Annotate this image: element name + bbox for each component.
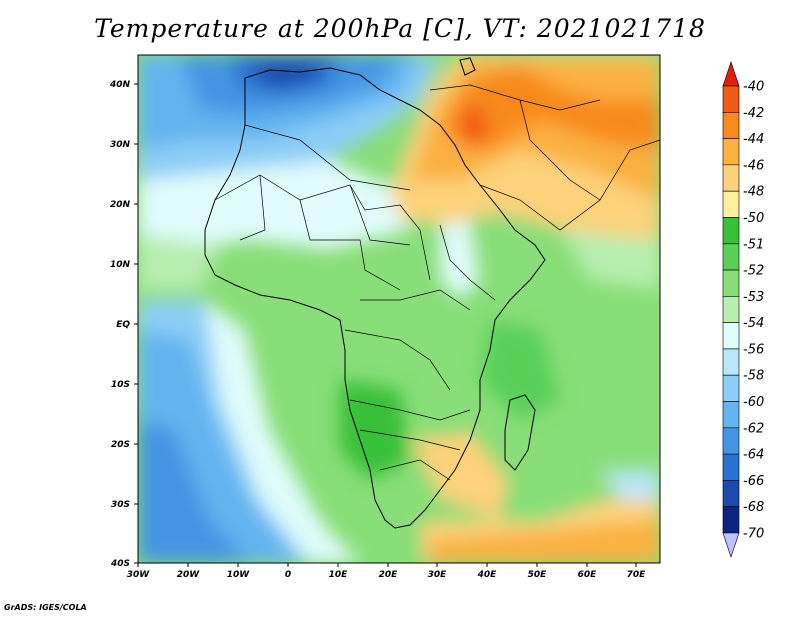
grads-credit: GrADS: IGES/COLA bbox=[4, 603, 87, 612]
colorbar-label: -64 bbox=[743, 448, 764, 463]
lat-label-30n: 30N bbox=[110, 140, 131, 150]
colorbar-label: -70 bbox=[743, 527, 764, 542]
country-borders bbox=[214, 84, 660, 481]
colorbar-segment bbox=[722, 374, 740, 402]
colorbar-label: -52 bbox=[743, 264, 764, 279]
colorbar-segment bbox=[722, 401, 740, 429]
colorbar-label: -56 bbox=[743, 342, 764, 357]
lon-label-50e: 50E bbox=[528, 570, 548, 580]
lon-label-20e: 20E bbox=[379, 570, 399, 580]
lat-label-40n: 40N bbox=[109, 80, 131, 90]
colorbar-label: -46 bbox=[743, 158, 764, 173]
colorbar-segment bbox=[722, 322, 740, 350]
lon-label-30w: 30W bbox=[127, 570, 151, 580]
colorbar-segment bbox=[722, 348, 740, 376]
lon-label-0: 0 bbox=[285, 570, 291, 580]
map-title: Temperature at 200hPa [C], VT: 202102171… bbox=[94, 14, 706, 43]
colorbar-label: -60 bbox=[743, 395, 764, 410]
colorbar-segment bbox=[722, 85, 740, 113]
lon-label-40e: 40E bbox=[477, 570, 498, 580]
longitude-axis: 30W 20W 10W 0 10E 20E 30E 40E 50E 60E 70… bbox=[127, 563, 646, 580]
colorbar-label: -42 bbox=[743, 106, 764, 121]
colorbar-segment bbox=[722, 480, 740, 508]
coastlines bbox=[204, 57, 546, 529]
lon-label-70e: 70E bbox=[627, 570, 647, 580]
lon-label-10w: 10W bbox=[227, 570, 251, 580]
lon-label-10e: 10E bbox=[329, 570, 349, 580]
lat-label-20n: 20N bbox=[110, 200, 131, 210]
colorbar-label: -58 bbox=[743, 369, 764, 384]
lat-label-30s: 30S bbox=[111, 500, 130, 510]
colorbar-label: -68 bbox=[743, 500, 764, 515]
colorbar-label: -50 bbox=[743, 211, 764, 226]
lat-label-20s: 20S bbox=[111, 440, 130, 450]
lon-label-60e: 60E bbox=[578, 570, 598, 580]
colorbar-segment bbox=[722, 243, 740, 271]
latitude-axis: 40N 30N 20N 10N EQ 10S 20S 30S 40S bbox=[109, 80, 138, 569]
lat-label-10n: 10N bbox=[110, 260, 131, 270]
lat-label-eq: EQ bbox=[116, 320, 130, 330]
colorbar: -40 -42 -44 -46 -48 -50 -51 -52 -53 -54 -56 -58 -60 -… bbox=[722, 61, 764, 558]
colorbar-label: -54 bbox=[743, 316, 764, 331]
colorbar-segment bbox=[722, 190, 740, 218]
colorbar-segment bbox=[722, 269, 740, 297]
lon-label-20w: 20W bbox=[177, 570, 201, 580]
colorbar-segment bbox=[722, 296, 740, 323]
colorbar-label: -53 bbox=[743, 290, 764, 305]
colorbar-segment bbox=[722, 506, 740, 534]
lat-label-10s: 10S bbox=[111, 380, 130, 390]
colorbar-segment bbox=[722, 111, 740, 139]
colorbar-top-arrow bbox=[722, 61, 740, 87]
colorbar-label: -66 bbox=[743, 474, 764, 489]
colorbar-bottom-arrow bbox=[722, 532, 740, 558]
colorbar-label: -51 bbox=[743, 237, 764, 252]
colorbar-segment bbox=[722, 427, 740, 455]
map-frame bbox=[137, 54, 661, 564]
colorbar-segment bbox=[722, 164, 740, 192]
lat-label-40s: 40S bbox=[110, 559, 130, 569]
colorbar-label: -44 bbox=[743, 132, 764, 147]
colorbar-segment bbox=[722, 138, 740, 166]
temperature-field bbox=[138, 55, 660, 563]
colorbar-segment bbox=[722, 217, 740, 245]
colorbar-label: -40 bbox=[743, 80, 764, 95]
colorbar-label: -62 bbox=[743, 421, 764, 436]
lon-label-30e: 30E bbox=[428, 570, 448, 580]
colorbar-segment bbox=[722, 453, 740, 481]
colorbar-label: -48 bbox=[743, 185, 764, 200]
